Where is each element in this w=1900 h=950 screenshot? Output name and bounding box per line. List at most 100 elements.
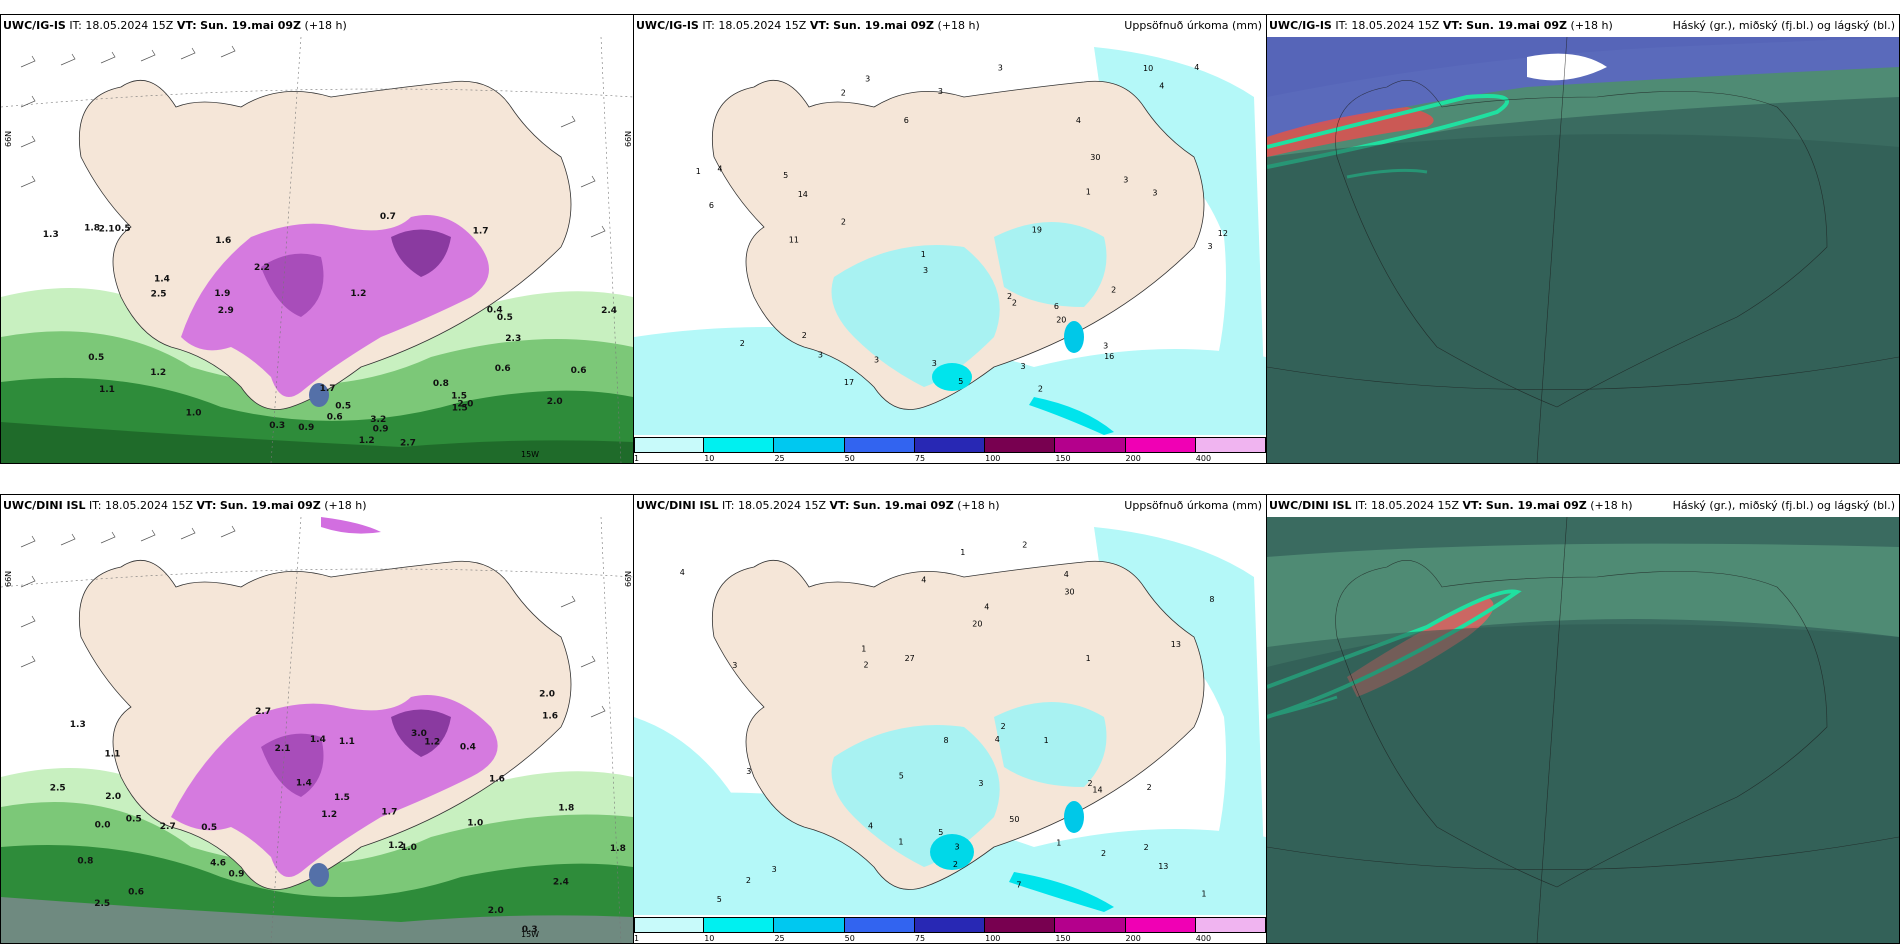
precip-value: 3 xyxy=(732,661,737,670)
precip-value: 1 xyxy=(1086,187,1091,196)
it-label: IT: xyxy=(89,499,102,512)
precip-value: 5 xyxy=(717,895,722,904)
wind-value: 1.2 xyxy=(321,810,337,820)
panel-top-precip: UWC/IG-IS IT: 18.05.2024 15Z VT: Sun. 19… xyxy=(633,14,1267,464)
precip-value: 3 xyxy=(998,63,1003,72)
wind-value: 3.2 xyxy=(370,415,386,425)
wind-value: 1.9 xyxy=(214,289,230,299)
wind-value: 2.9 xyxy=(218,306,234,316)
it-label: IT: xyxy=(1335,19,1348,32)
precip-value: 3 xyxy=(1103,342,1108,351)
panel-bottom-precip: UWC/DINI ISL IT: 18.05.2024 15Z VT: Sun.… xyxy=(633,494,1267,944)
colorbar-label: 1 xyxy=(634,454,640,463)
wind-value: 0.3 xyxy=(269,421,285,431)
vt-value: Sun. 19.mai 09Z xyxy=(1466,19,1568,32)
wind-value: 2.7 xyxy=(160,822,176,832)
vt-value: Sun. 19.mai 09Z xyxy=(833,19,935,32)
precip-value: 1 xyxy=(1201,890,1206,899)
precip-value: 1 xyxy=(1086,654,1091,663)
colorbar-swatch xyxy=(1055,437,1126,453)
precip-value: 1 xyxy=(696,167,701,176)
precip-value: 3 xyxy=(1021,362,1026,371)
vt-label: VT: xyxy=(176,19,197,32)
vt-value: Sun. 19.mai 09Z xyxy=(219,499,321,512)
wind-value: 1.8 xyxy=(558,804,574,814)
panel-header: UWC/DINI ISL IT: 18.05.2024 15Z VT: Sun.… xyxy=(634,495,1266,517)
precip-value: 3 xyxy=(955,843,960,852)
it-value: 18.05.2024 15Z xyxy=(85,19,174,32)
precip-value: 27 xyxy=(905,654,915,663)
precip-value: 6 xyxy=(709,201,714,210)
wind-value: 2.7 xyxy=(400,439,416,449)
precip-value: 4 xyxy=(984,603,989,612)
precip-value: 2 xyxy=(746,876,751,885)
colorbar-label: 1 xyxy=(634,934,640,943)
wind-value-labels: 0.3 0.5 1.2 1.3 2.4 1.1 0.6 0.5 0.4 1.4 1.2 2.0 0.9 2… xyxy=(50,690,626,936)
precip-value: 2 xyxy=(1111,286,1116,295)
wind-value: 1.1 xyxy=(339,737,355,747)
precip-value: 3 xyxy=(874,356,879,365)
colorbar-swatch xyxy=(1125,917,1196,933)
wind-value: 0.8 xyxy=(433,379,449,389)
wind-value: 1.4 xyxy=(154,274,170,284)
wind-value: 0.5 xyxy=(115,224,131,234)
wind-value: 0.7 xyxy=(380,212,396,222)
precip-value: 20 xyxy=(1056,316,1066,325)
panel-title: Háský (gr.), miðský (fj.bl.) og lágský (… xyxy=(1672,19,1895,32)
precip-value: 4 xyxy=(921,575,926,584)
precip-value: 14 xyxy=(1092,785,1102,794)
wind-value: 4.6 xyxy=(210,858,226,868)
colorbar-swatch xyxy=(985,437,1056,453)
precip-value: 30 xyxy=(1090,153,1100,162)
wind-map: 66N 66N 15W 0.30.51.21.32.41.10.60.50.41… xyxy=(1,37,633,463)
precip-value: 8 xyxy=(944,736,949,745)
wind-value: 1.0 xyxy=(401,843,417,853)
wind-value: 2.0 xyxy=(457,400,473,410)
wind-value: 2.5 xyxy=(50,784,66,794)
colorbar-swatch xyxy=(704,437,775,453)
precip-value: 2 xyxy=(841,89,846,98)
colorbar-swatch xyxy=(914,917,986,933)
colorbar-label: 50 xyxy=(844,934,855,943)
colorbar-label: 25 xyxy=(774,934,785,943)
colorbar-label: 200 xyxy=(1125,454,1141,463)
precip-map: 2223422424121111238843211430272013501354… xyxy=(634,517,1266,915)
colorbar-label: 100 xyxy=(985,934,1001,943)
wind-value: 0.6 xyxy=(571,366,587,376)
precip-value: 3 xyxy=(923,266,928,275)
wind-map: 66N 66N 15W 0.30.51.21.32.41.10.60.50.41… xyxy=(1,517,633,943)
wind-value: 1.6 xyxy=(542,711,558,721)
colorbar-label: 75 xyxy=(914,934,926,943)
wind-value: 1.7 xyxy=(320,384,336,394)
colorbar-label: 150 xyxy=(1055,454,1071,463)
precip-value: 2 xyxy=(1007,292,1012,301)
wind-value: 0.5 xyxy=(497,313,513,323)
precip-value: 2 xyxy=(1022,540,1027,549)
colorbar-swatch xyxy=(844,917,915,933)
precip-value: 7 xyxy=(1016,880,1021,889)
precip-value: 4 xyxy=(868,822,873,831)
precip-value: 1 xyxy=(1056,839,1061,848)
precip-value: 16 xyxy=(1104,352,1114,361)
panel-top-cloud: UWC/IG-IS IT: 18.05.2024 15Z VT: Sun. 19… xyxy=(1266,14,1900,464)
wind-value: 1.2 xyxy=(424,737,440,747)
wind-value: 1.6 xyxy=(215,236,231,246)
colorbar-label: 400 xyxy=(1195,934,1212,943)
precip-value: 4 xyxy=(1076,116,1081,125)
vt-value: Sun. 19.mai 09Z xyxy=(1485,499,1587,512)
lat-label: 66N xyxy=(4,571,13,587)
colorbar: 1 10 25 50 75 100 150 200 400 xyxy=(634,915,1266,943)
colorbar-label: 25 xyxy=(774,454,785,463)
wind-value: 1.3 xyxy=(70,720,86,730)
precip-value: 1 xyxy=(921,250,926,259)
lead-time: (+18 h) xyxy=(324,499,367,512)
precip-value: 20 xyxy=(972,620,982,629)
precip-value: 2 xyxy=(740,339,745,348)
precip-value: 3 xyxy=(818,351,823,360)
it-value: 18.05.2024 15Z xyxy=(718,19,807,32)
wind-value: 2.7 xyxy=(255,707,271,717)
precip-value: 6 xyxy=(1054,302,1059,311)
lead-time: (+18 h) xyxy=(1570,19,1613,32)
wind-value: 0.5 xyxy=(88,353,104,363)
